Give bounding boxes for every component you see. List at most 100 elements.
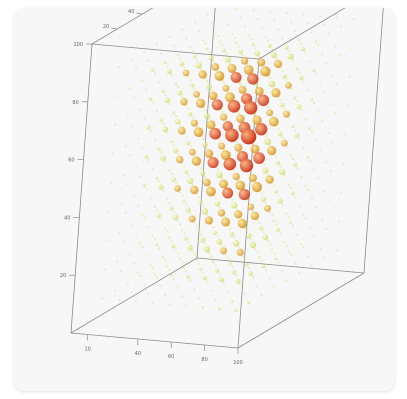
data-point <box>312 68 316 72</box>
data-point <box>166 68 172 74</box>
data-point <box>161 89 165 94</box>
data-point <box>260 196 266 202</box>
data-point <box>236 248 244 256</box>
data-point <box>166 131 169 134</box>
data-point <box>289 154 292 157</box>
data-point <box>200 170 206 177</box>
data-point <box>214 70 225 81</box>
data-point <box>181 28 184 31</box>
data-point <box>339 191 343 194</box>
data-point <box>275 223 278 226</box>
tick-label: 80 <box>72 100 78 106</box>
data-point <box>206 80 209 83</box>
data-point <box>277 28 280 31</box>
data-point <box>298 75 304 81</box>
data-point <box>285 11 288 14</box>
data-point <box>214 264 217 267</box>
data-point <box>234 210 243 219</box>
data-point <box>298 71 301 74</box>
data-point <box>193 127 204 138</box>
data-point <box>302 80 305 83</box>
data-point <box>220 110 223 113</box>
data-point <box>289 220 292 224</box>
data-point <box>153 205 156 209</box>
data-point <box>189 212 192 215</box>
data-point <box>140 213 144 216</box>
data-point <box>293 195 297 198</box>
tick-mark <box>136 12 143 15</box>
data-point <box>260 26 263 29</box>
data-point <box>202 141 208 148</box>
data-point <box>158 180 161 183</box>
data-point <box>175 155 184 164</box>
data-point <box>187 174 190 177</box>
data-point <box>289 253 292 256</box>
data-point <box>187 177 194 185</box>
cube-edges <box>70 8 384 349</box>
data-point <box>256 17 259 20</box>
data-points <box>101 8 355 312</box>
data-point <box>267 43 272 48</box>
tick-label: 100 <box>233 360 243 366</box>
data-point <box>319 247 322 250</box>
data-point <box>139 274 142 277</box>
data-point <box>211 99 223 111</box>
data-point <box>193 87 196 90</box>
data-point <box>273 252 276 255</box>
data-point <box>250 171 253 174</box>
data-point <box>243 64 254 75</box>
data-point <box>172 277 175 280</box>
data-point <box>266 172 269 175</box>
data-point <box>306 188 309 191</box>
data-point <box>260 192 263 195</box>
data-point <box>168 201 171 204</box>
data-point <box>205 280 209 283</box>
data-point <box>210 22 213 25</box>
data-point <box>176 286 179 289</box>
data-point <box>268 77 272 80</box>
data-point <box>208 55 214 61</box>
data-point <box>259 226 264 231</box>
data-point <box>281 37 284 40</box>
data-point <box>300 242 303 245</box>
data-point <box>151 167 154 171</box>
data-point <box>335 16 338 19</box>
data-point <box>176 86 180 89</box>
data-point <box>268 80 276 88</box>
data-point <box>321 218 324 221</box>
data-point <box>169 206 174 211</box>
data-point <box>126 282 129 285</box>
data-point <box>153 238 156 241</box>
cube-edge-0 <box>70 332 239 349</box>
data-point <box>252 115 262 125</box>
data-point <box>204 149 214 158</box>
tick-label: 40 <box>135 351 141 357</box>
data-point <box>327 32 330 35</box>
data-point <box>206 120 216 130</box>
data-point <box>247 267 250 270</box>
data-point <box>257 94 270 107</box>
data-point <box>185 136 188 139</box>
data-point <box>251 276 255 279</box>
data-point <box>337 54 340 57</box>
tick-label: 80 <box>201 357 207 363</box>
data-point <box>294 133 300 139</box>
data-point <box>211 63 220 71</box>
data-point <box>243 25 246 28</box>
data-point <box>187 245 193 251</box>
data-point <box>141 79 144 82</box>
data-point <box>157 81 161 84</box>
data-point <box>285 244 288 247</box>
data-point <box>210 89 213 92</box>
data-point <box>225 52 228 55</box>
data-point <box>251 42 255 47</box>
cube-edge-1 <box>70 257 198 334</box>
data-point <box>266 109 274 117</box>
data-point <box>277 131 283 137</box>
data-point <box>221 48 226 53</box>
data-point <box>132 195 135 198</box>
data-point <box>230 202 238 209</box>
data-point <box>186 274 190 279</box>
data-point <box>143 50 146 54</box>
data-point <box>304 51 307 54</box>
